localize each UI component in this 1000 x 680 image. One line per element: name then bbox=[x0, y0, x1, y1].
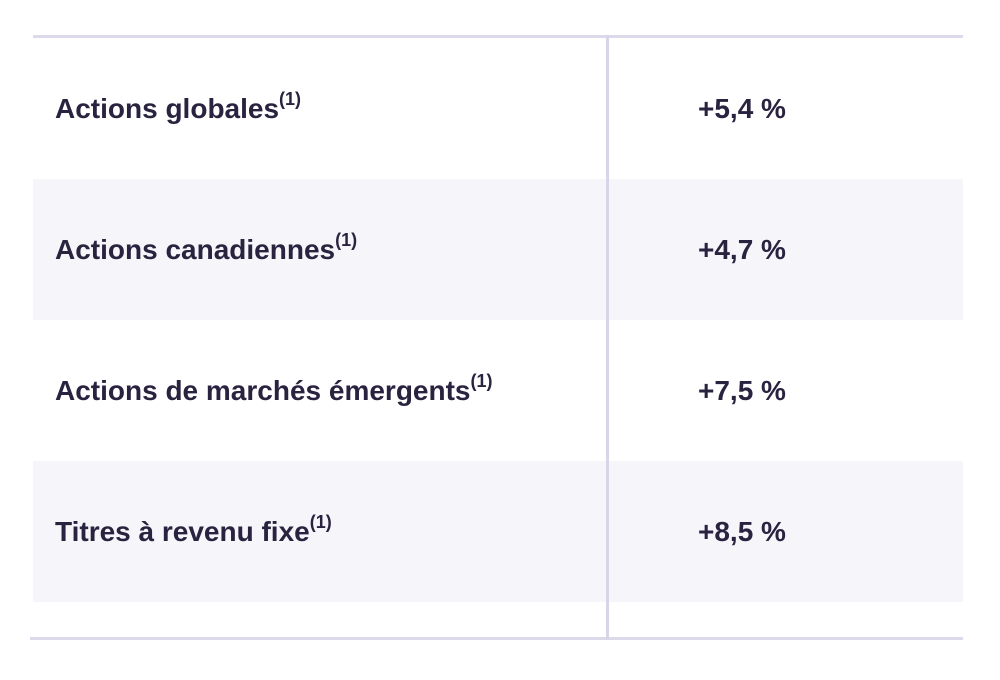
footnote-marker: (1) bbox=[309, 511, 332, 532]
footnote-marker: (1) bbox=[470, 370, 493, 391]
asset-class-label: Actions canadiennes(1) bbox=[55, 229, 358, 265]
return-value: +5,4 % bbox=[698, 93, 786, 124]
column-divider bbox=[606, 35, 609, 640]
table-row: Actions canadiennes(1) +4,7 % bbox=[33, 179, 963, 320]
return-value: +7,5 % bbox=[698, 375, 786, 406]
table-row: Titres à revenu fixe(1) +8,5 % bbox=[33, 461, 963, 602]
returns-table: Actions globales(1) +5,4 % Actions canad… bbox=[30, 35, 963, 640]
table-bottom-rule bbox=[30, 637, 963, 640]
return-value: +8,5 % bbox=[698, 516, 786, 547]
table-row: Actions de marchés émergents(1) +7,5 % bbox=[33, 320, 963, 461]
return-value: +4,7 % bbox=[698, 234, 786, 265]
footnote-marker: (1) bbox=[279, 88, 302, 109]
asset-class-label: Actions de marchés émergents(1) bbox=[55, 370, 493, 406]
footnote-marker: (1) bbox=[335, 229, 358, 250]
asset-class-label: Actions globales(1) bbox=[55, 88, 302, 124]
table-top-rule bbox=[33, 35, 963, 38]
asset-class-label: Titres à revenu fixe(1) bbox=[55, 511, 332, 547]
table-row: Actions globales(1) +5,4 % bbox=[33, 38, 963, 179]
